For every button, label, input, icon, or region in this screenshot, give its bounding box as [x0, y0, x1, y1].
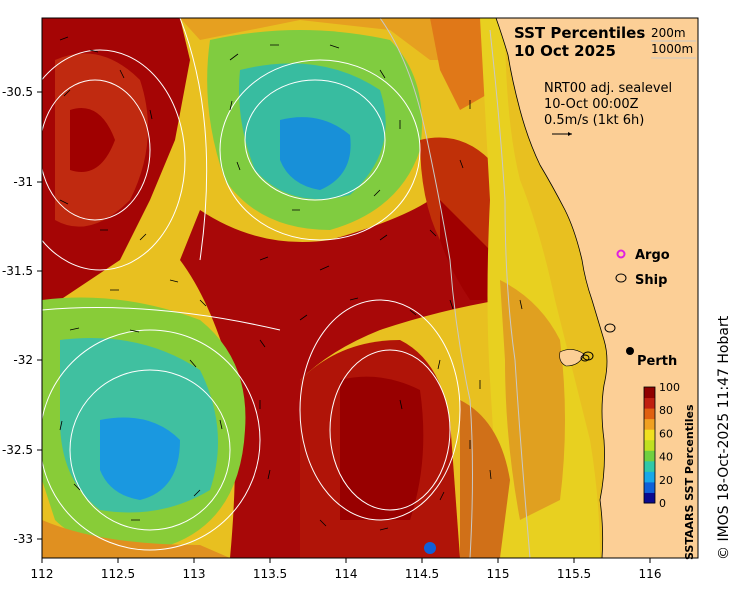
colorbar-frame [643, 386, 656, 504]
current-scale-label: 0.5m/s (1kt 6h) [544, 113, 644, 128]
x-tick-label: 112.5 [101, 567, 135, 581]
title-line2: 10 Oct 2025 [514, 42, 616, 60]
colorbar-swatch [644, 418, 655, 430]
colorbar-title: SSTAARS SST Percentiles [683, 404, 696, 560]
ship-marker-icon [615, 273, 627, 283]
colorbar-swatch [644, 397, 655, 409]
colorbar-tick-label: 0 [659, 497, 666, 510]
current-source-label: NRT00 adj. sealevel [544, 81, 672, 96]
sealevel-contours [42, 18, 461, 551]
ship-label: Ship [635, 273, 667, 288]
x-tick-label: 115 [487, 567, 510, 581]
scale-arrow-icon [552, 132, 572, 136]
colorbar-swatch [644, 471, 655, 483]
colorbar-swatch [644, 408, 655, 420]
colorbar-swatch [644, 481, 655, 493]
x-tick-label: 115.5 [557, 567, 591, 581]
y-tick-label: -32 [13, 353, 33, 367]
x-axis: 112 112.5 113 113.5 114 114.5 115 115.5 116 [31, 558, 662, 581]
current-time-label: 10-Oct 00:00Z [544, 97, 639, 112]
y-tick-label: -31.5 [2, 264, 33, 278]
colorbar-swatch [644, 450, 655, 462]
x-tick-label: 114.5 [405, 567, 439, 581]
x-tick-label: 113.5 [253, 567, 287, 581]
perth-label: Perth [637, 354, 677, 369]
colorbar-swatch [644, 439, 655, 451]
colorbar-swatch [644, 460, 655, 472]
colorbar-tick-label: 20 [659, 474, 673, 487]
colorbar-swatch [644, 387, 655, 399]
contour-1000m-label: 1000m [651, 42, 693, 56]
x-tick-label: 114 [335, 567, 358, 581]
contour-200m-label: 200m [651, 26, 686, 40]
colorbar-tick-label: 80 [659, 404, 673, 417]
sst-field [42, 18, 600, 558]
credit-text: © IMOS 18-Oct-2025 11:47 Hobart [716, 315, 732, 560]
colorbar-swatch [644, 492, 655, 504]
y-axis: -30.5 -31 -31.5 -32 -32.5 -33 [2, 85, 42, 546]
map-plot-area [42, 18, 698, 558]
colorbar: 100 80 60 40 20 0 [643, 381, 680, 510]
bathymetry-contours [379, 18, 531, 558]
colorbar-tick-label: 100 [659, 381, 680, 394]
ship-track [580, 323, 616, 362]
x-tick-label: 113 [183, 567, 206, 581]
rottnest-island [559, 349, 585, 367]
y-tick-label: -30.5 [2, 85, 33, 99]
y-tick-label: -32.5 [2, 443, 33, 457]
y-tick-label: -31 [13, 175, 33, 189]
argo-marker-icon [616, 249, 626, 259]
title-line1: SST Percentiles [514, 24, 645, 42]
colorbar-tick-label: 60 [659, 427, 673, 440]
argo-label: Argo [635, 248, 670, 263]
colorbar-swatch [644, 429, 655, 441]
x-tick-label: 112 [31, 567, 54, 581]
current-vectors [59, 36, 523, 531]
x-tick-label: 116 [639, 567, 662, 581]
plot-frame [41, 17, 699, 559]
colorbar-tick-label: 40 [659, 451, 673, 464]
y-tick-label: -33 [13, 532, 33, 546]
perth-dot [626, 347, 634, 355]
